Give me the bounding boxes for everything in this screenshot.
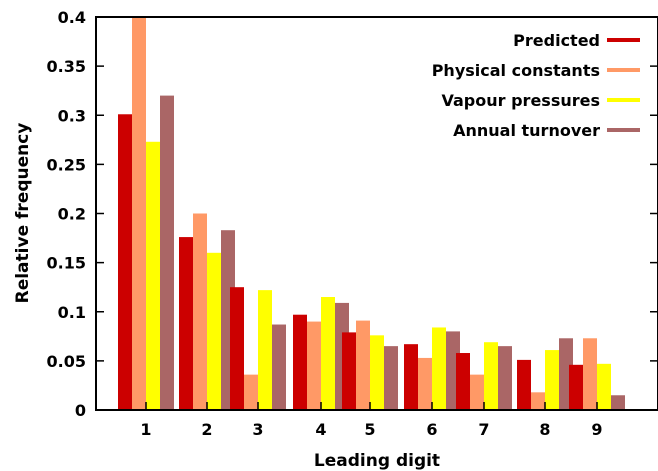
- y-tick-label: 0.15: [47, 254, 86, 273]
- x-tick-label: 2: [201, 420, 212, 439]
- y-tick-label: 0.25: [47, 155, 86, 174]
- bar-physical-constants-4: [307, 321, 321, 410]
- bar-vapour-pressures-7: [484, 342, 498, 410]
- legend-label: Annual turnover: [453, 121, 600, 140]
- y-tick-label: 0.4: [58, 8, 86, 27]
- x-tick-label: 1: [140, 420, 151, 439]
- y-axis-label: Relative frequency: [13, 123, 33, 304]
- y-tick-label: 0.2: [58, 205, 86, 224]
- bar-annual-turnover-1: [160, 95, 174, 410]
- bar-annual-turnover-9: [611, 395, 625, 410]
- y-tick-label: 0.35: [47, 57, 86, 76]
- bar-predicted-9: [569, 364, 583, 410]
- bar-vapour-pressures-1: [146, 141, 160, 410]
- bar-physical-constants-3: [244, 374, 258, 410]
- x-tick-label: 9: [591, 420, 602, 439]
- bar-vapour-pressures-4: [321, 297, 335, 410]
- x-tick-label: 8: [539, 420, 550, 439]
- bar-physical-constants-5: [356, 320, 370, 410]
- bar-annual-turnover-7: [498, 346, 512, 410]
- x-tick-label: 3: [252, 420, 263, 439]
- bar-annual-turnover-5: [384, 346, 398, 410]
- bar-predicted-8: [517, 359, 531, 410]
- bar-vapour-pressures-5: [370, 335, 384, 410]
- bar-physical-constants-8: [531, 392, 545, 410]
- bar-vapour-pressures-2: [207, 252, 221, 410]
- bar-predicted-1: [118, 114, 132, 410]
- x-tick-label: 7: [478, 420, 489, 439]
- bar-vapour-pressures-6: [432, 327, 446, 410]
- legend: Predicted Physical constants Vapour pressu…: [432, 31, 640, 140]
- legend-label: Vapour pressures: [442, 91, 601, 110]
- bar-predicted-3: [230, 287, 244, 410]
- bar-vapour-pressures-3: [258, 290, 272, 410]
- bar-predicted-4: [293, 314, 307, 410]
- bar-predicted-7: [456, 353, 470, 410]
- y-tick-label: 0.05: [47, 352, 86, 371]
- bar-physical-constants-9: [583, 338, 597, 410]
- x-axis-label: Leading digit: [314, 451, 440, 471]
- bar-predicted-6: [404, 344, 418, 410]
- bars-group: [118, 17, 625, 410]
- bar-physical-constants-7: [470, 374, 484, 410]
- x-tick-label: 5: [364, 420, 375, 439]
- bar-annual-turnover-3: [272, 324, 286, 410]
- bar-physical-constants-6: [418, 357, 432, 410]
- y-axis: 0 0.05 0.1 0.15 0.2 0.25 0.3 0.35 0.4: [47, 8, 658, 420]
- bar-physical-constants-1: [132, 17, 146, 410]
- bar-vapour-pressures-8: [545, 350, 559, 410]
- legend-label: Predicted: [513, 31, 600, 50]
- bar-physical-constants-2: [193, 213, 207, 410]
- bar-vapour-pressures-9: [597, 363, 611, 410]
- x-tick-label: 6: [426, 420, 437, 439]
- y-tick-label: 0.1: [58, 303, 86, 322]
- y-tick-label: 0.3: [58, 106, 86, 125]
- x-tick-label: 4: [315, 420, 326, 439]
- legend-label: Physical constants: [432, 61, 600, 80]
- bar-predicted-5: [342, 332, 356, 410]
- bar-predicted-2: [179, 237, 193, 410]
- y-tick-label: 0: [75, 401, 86, 420]
- x-axis: 1 2 3 4 5 6 7 8 9: [140, 402, 603, 439]
